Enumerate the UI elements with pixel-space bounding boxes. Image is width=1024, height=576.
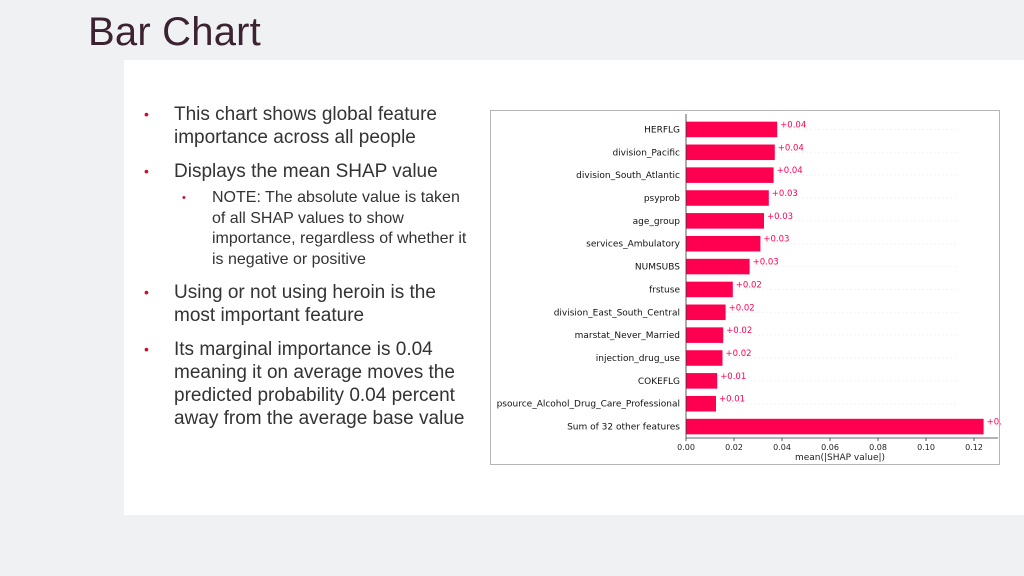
value-label: +0.01 <box>719 395 745 405</box>
bar-age-group <box>686 213 764 229</box>
bar-numsubs <box>686 258 750 275</box>
bullet-dot: • <box>144 341 149 357</box>
bullet-item: • This chart shows global feature import… <box>142 103 472 149</box>
feature-label: marstat_Never_Married <box>575 331 680 341</box>
bar-division-pacific <box>686 144 775 161</box>
feature-label: HERFLG <box>644 125 680 135</box>
bullet-item: • Its marginal importance is 0.04 meanin… <box>142 338 472 430</box>
x-tick-label: 0.02 <box>725 443 743 452</box>
bar-herflg <box>686 121 778 138</box>
feature-label: NUMSUBS <box>635 263 680 273</box>
feature-label: COKEFLG <box>638 377 680 387</box>
bar-division-south-atlantic <box>686 167 774 183</box>
x-axis-title: mean(|SHAP value|) <box>795 453 885 463</box>
value-label: +0.01 <box>720 372 746 382</box>
value-label: +0.03 <box>763 235 789 245</box>
feature-label: Sum of 32 other features <box>567 423 680 433</box>
x-tick-label: 0.08 <box>869 443 887 452</box>
feature-label: age_group <box>633 217 681 227</box>
bullet-text: Using or not using heroin is the most im… <box>174 282 436 326</box>
bullet-dot: • <box>144 284 149 300</box>
feature-label: division_East_South_Central <box>554 308 680 318</box>
value-label: +0.02 <box>725 349 751 359</box>
bar-frstuse <box>686 281 733 298</box>
sub-bullet-text: NOTE: The absolute value is taken of all… <box>212 189 467 268</box>
x-tick-label: 0.06 <box>821 443 839 452</box>
value-label: +0.04 <box>778 143 804 153</box>
feature-label: psource_Alcohol_Drug_Care_Professional <box>497 400 680 410</box>
value-label: +0.02 <box>726 326 752 336</box>
bullet-item: • Displays the mean SHAP value <box>142 160 472 183</box>
value-label: +0.02 <box>729 303 755 313</box>
bullet-text: Displays the mean SHAP value <box>174 161 438 182</box>
value-label: +0.12 <box>987 418 1001 428</box>
value-label: +0.03 <box>772 189 798 199</box>
feature-label: frstuse <box>649 285 680 295</box>
chart-svg: HERFLG +0.04 division_Pacific +0.04 division… <box>497 114 1001 463</box>
bar-sum-of-32-other-features <box>686 418 984 435</box>
bar-services-ambulatory <box>686 235 761 252</box>
value-label: +0.02 <box>736 280 762 290</box>
feature-label: injection_drug_use <box>596 354 681 364</box>
shap-bar-chart: HERFLG +0.04 division_Pacific +0.04 division… <box>490 110 1001 465</box>
bullet-text: Its marginal importance is 0.04 meaning … <box>174 339 465 429</box>
x-tick-label: 0.10 <box>917 443 935 452</box>
bar-injection-drug-use <box>686 350 723 366</box>
sub-bullet-dot: • <box>182 192 186 204</box>
feature-label: division_Pacific <box>612 148 680 158</box>
bullet-dot: • <box>144 106 149 122</box>
feature-label: psyprob <box>644 194 680 204</box>
bullet-text: This chart shows global feature importan… <box>174 104 437 148</box>
slide-title: Bar Chart <box>88 10 261 54</box>
value-label: +0.03 <box>753 258 779 268</box>
value-label: +0.03 <box>767 212 793 222</box>
bar-division-east-south-central <box>686 304 726 321</box>
bar-psource-alcohol-drug-care-professional <box>686 395 716 412</box>
value-label: +0.04 <box>777 166 803 176</box>
bullet-dot: • <box>144 163 149 179</box>
bullet-list: • This chart shows global feature import… <box>142 103 472 441</box>
x-tick-label: 0.00 <box>677 443 695 452</box>
bar-marstat-never-married <box>686 327 724 343</box>
feature-label: services_Ambulatory <box>586 240 681 250</box>
x-tick-label: 0.12 <box>965 443 983 452</box>
value-label: +0.04 <box>780 120 806 130</box>
x-tick-label: 0.04 <box>773 443 791 452</box>
feature-label: division_South_Atlantic <box>576 171 680 181</box>
sub-bullet-item: • NOTE: The absolute value is taken of a… <box>174 188 472 270</box>
bar-cokeflg <box>686 373 718 389</box>
bar-psyprob <box>686 190 769 206</box>
bullet-item: • Using or not using heroin is the most … <box>142 281 472 327</box>
